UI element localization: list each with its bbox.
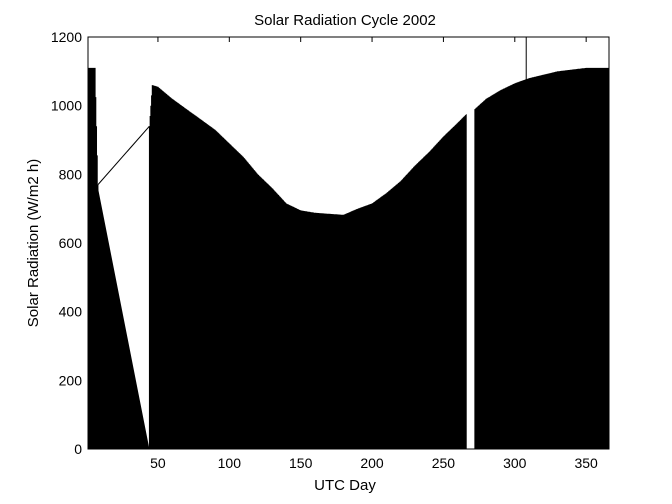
gap-connector-line xyxy=(97,125,150,185)
y-tick-label: 0 xyxy=(74,441,82,457)
chart-title: Solar Radiation Cycle 2002 xyxy=(254,12,436,29)
y-tick-label: 400 xyxy=(59,304,83,320)
y-axis-label: Solar Radiation (W/m2 h) xyxy=(25,159,42,327)
y-tick-label: 1200 xyxy=(51,29,82,45)
y-tick-label: 800 xyxy=(59,166,83,182)
y-tick-label: 200 xyxy=(59,372,83,388)
x-tick-label: 300 xyxy=(503,455,527,471)
y-tick-label: 1000 xyxy=(51,98,82,114)
x-tick-label: 200 xyxy=(360,455,384,471)
x-tick-label: 150 xyxy=(289,455,313,471)
y-tick-label: 600 xyxy=(59,235,83,251)
x-tick-label: 350 xyxy=(574,455,598,471)
x-axis-label: UTC Day xyxy=(314,477,376,494)
x-tick-label: 50 xyxy=(150,455,166,471)
x-tick-label: 250 xyxy=(432,455,456,471)
x-tick-label: 100 xyxy=(218,455,242,471)
